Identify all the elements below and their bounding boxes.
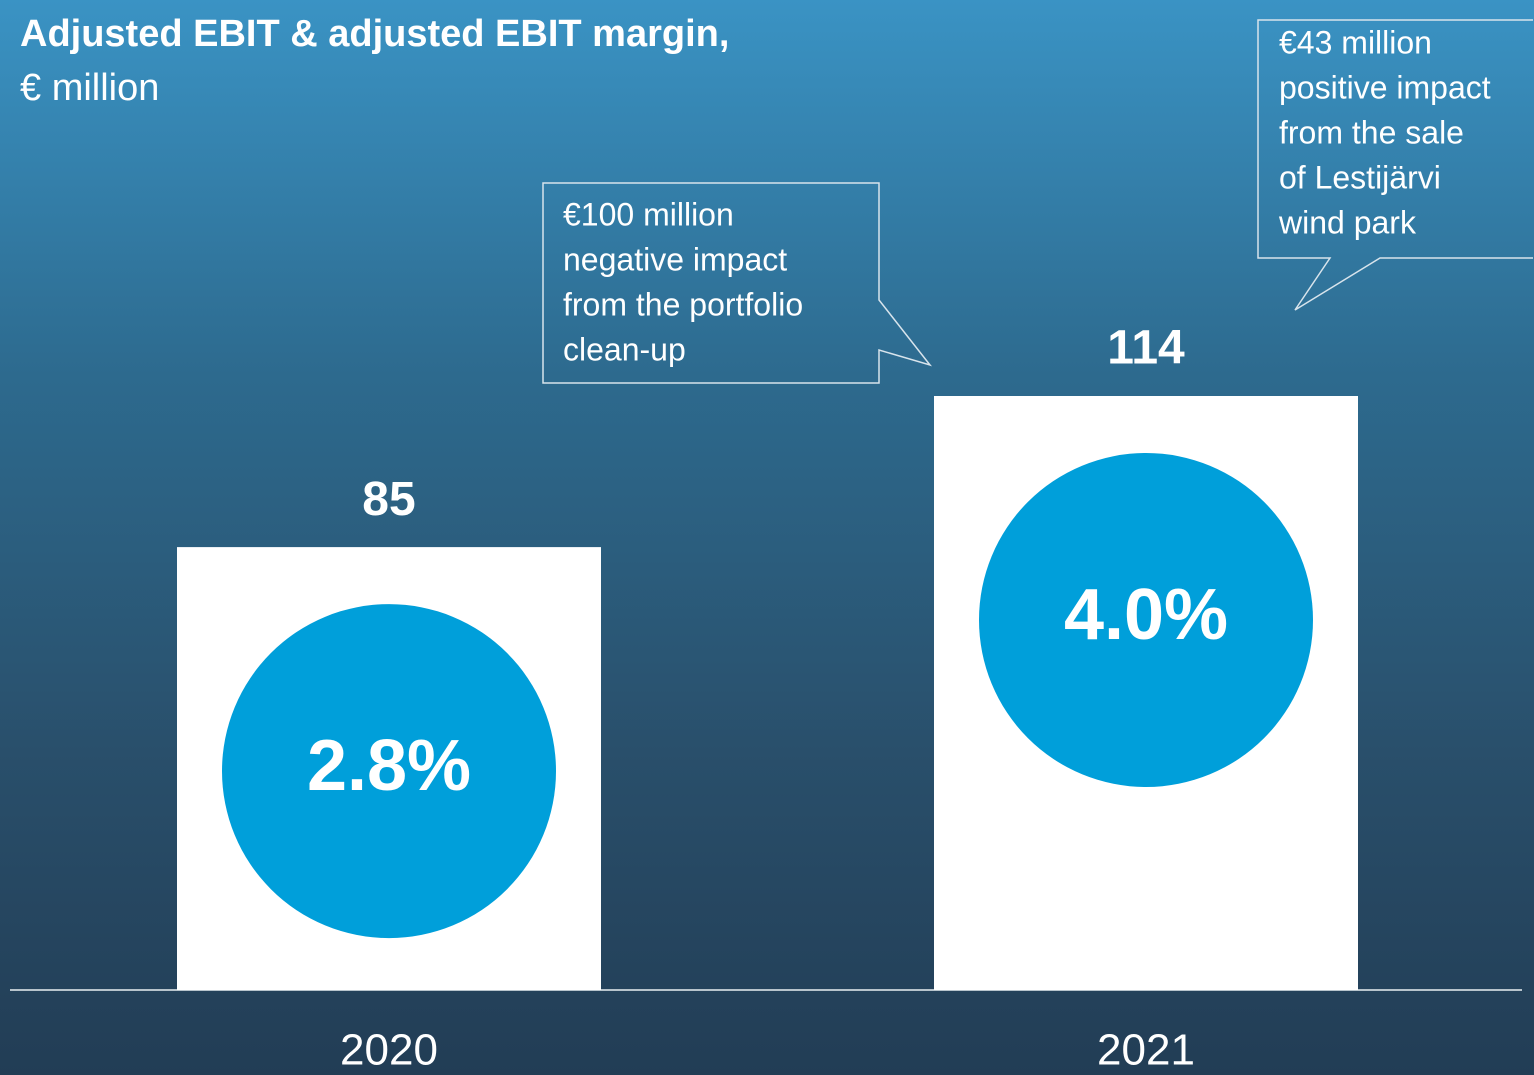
margin-label: 2.8%: [307, 726, 471, 806]
annotation: €100 million: [563, 196, 734, 232]
margin-label: 4.0%: [1064, 575, 1228, 655]
value-label: 85: [362, 473, 415, 526]
chart: Adjusted EBIT & adjusted EBIT margin, € …: [0, 0, 1534, 1075]
annotation: clean-up: [563, 331, 686, 367]
annotation: positive impact: [1279, 69, 1491, 105]
chart-subtitle: € million: [20, 67, 159, 109]
value-label: 114: [1107, 322, 1185, 375]
annotation: from the sale: [1279, 114, 1464, 150]
x-tick-label: 2021: [1097, 1026, 1195, 1075]
annotation: from the portfolio: [563, 286, 803, 322]
chart-title: Adjusted EBIT & adjusted EBIT margin,: [20, 13, 729, 55]
annotation: negative impact: [563, 241, 787, 277]
x-tick-label: 2020: [340, 1026, 438, 1075]
annotation: of Lestijärvi: [1279, 159, 1441, 195]
annotation: wind park: [1278, 204, 1417, 240]
annotation: €43 million: [1279, 24, 1432, 60]
